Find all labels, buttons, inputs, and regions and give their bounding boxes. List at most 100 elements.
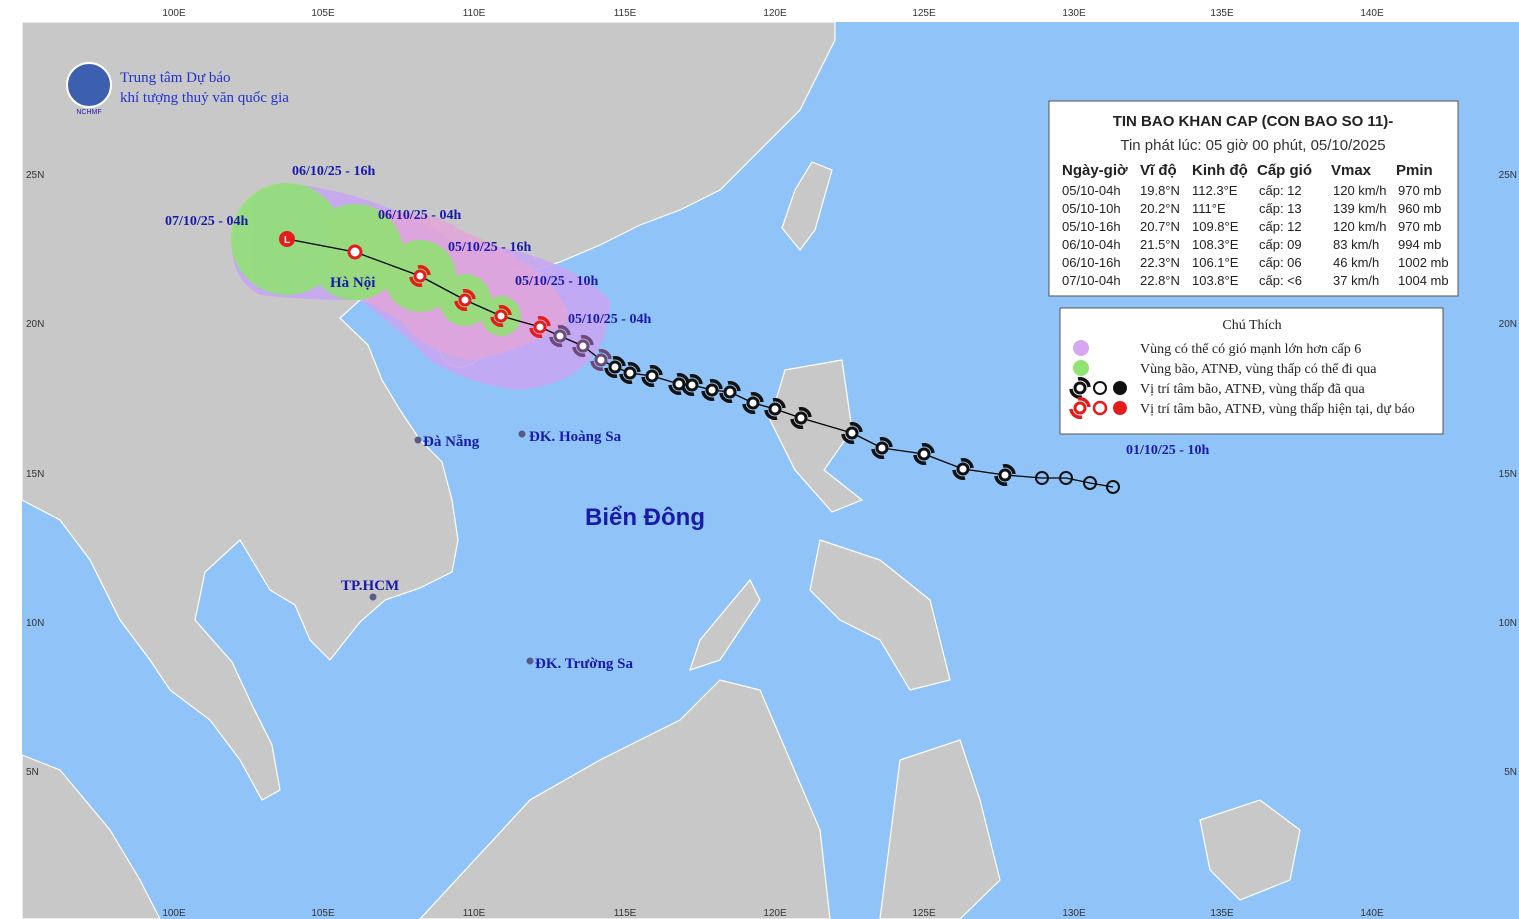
track-label: 01/10/25 - 10h	[1126, 443, 1209, 458]
low-mark: L	[284, 235, 290, 246]
table-cell: cấp: <6	[1259, 273, 1302, 288]
table-cell: cấp: 13	[1259, 201, 1302, 216]
storm-eye	[623, 366, 637, 380]
storm-eye	[533, 320, 547, 334]
storm-icon	[529, 316, 551, 338]
table-cell: 994 mb	[1398, 237, 1441, 252]
storm-arm	[604, 356, 626, 378]
storm-eye	[705, 383, 719, 397]
storm-eye	[594, 353, 608, 367]
legend-item: Vùng có thể có gió mạnh lớn hơn cấp 6	[1140, 342, 1361, 357]
column-header: Pmin	[1396, 162, 1433, 179]
storm-icon	[681, 374, 703, 396]
storm-eye	[1073, 381, 1087, 395]
table-cell: 06/10-04h	[1062, 237, 1121, 252]
storm-eye	[723, 385, 737, 399]
table-cell: 22.3°N	[1140, 255, 1180, 270]
storm-icon	[590, 349, 612, 371]
legend-circle	[1093, 381, 1107, 395]
lon-label: 120E	[763, 8, 787, 19]
table-cell: 05/10-10h	[1062, 201, 1121, 216]
lon-label: 115E	[614, 8, 637, 19]
storm-eye	[998, 468, 1012, 482]
storm-arm	[701, 379, 723, 401]
storm-arm	[871, 437, 893, 459]
place-dot	[414, 436, 422, 444]
storm-eye	[494, 309, 508, 323]
column-header: Vĩ độ	[1140, 162, 1177, 179]
storm-eye	[576, 339, 590, 353]
lat-label: 5N	[1504, 767, 1517, 778]
table-cell: 05/10-16h	[1062, 219, 1121, 234]
legend-title: Chú Thích	[1222, 318, 1281, 333]
storm-arm	[952, 458, 974, 480]
table-cell: 120 km/h	[1333, 183, 1386, 198]
storm-icon	[641, 365, 663, 387]
storm-arm	[549, 325, 571, 347]
low-center	[279, 231, 295, 247]
lon-label: 110E	[463, 8, 486, 19]
storm-icon	[952, 458, 974, 480]
table-cell: 960 mb	[1398, 201, 1441, 216]
storm-arm	[841, 422, 863, 444]
storm-icon	[764, 398, 786, 420]
storm-arm	[409, 265, 431, 287]
legend-swatch	[1073, 360, 1089, 376]
table-cell: 19.8°N	[1140, 183, 1180, 198]
storm-eye	[672, 377, 686, 391]
table-cell: 1002 mb	[1398, 255, 1449, 270]
legend-l	[1113, 401, 1127, 415]
storm-eye	[413, 269, 427, 283]
table-cell: 106.1°E	[1192, 255, 1239, 270]
lat-label: 20N	[1499, 319, 1517, 330]
storm-eye	[875, 441, 889, 455]
lat-label: 25N	[1499, 170, 1517, 181]
lon-label: 135E	[1210, 908, 1234, 919]
column-header: Ngày-giờ	[1062, 162, 1128, 179]
storm-arm	[641, 365, 663, 387]
table-cell: cấp: 12	[1259, 183, 1302, 198]
table-cell: 21.5°N	[1140, 237, 1180, 252]
lon-label: 105E	[311, 8, 335, 19]
lon-label: 105E	[311, 908, 335, 919]
table-cell: 111°E	[1192, 201, 1226, 216]
table-cell: 970 mb	[1398, 183, 1441, 198]
storm-arm	[913, 443, 935, 465]
storm-icon	[1069, 377, 1091, 399]
lat-label: 5N	[26, 767, 39, 778]
legend-icons	[1069, 377, 1127, 419]
bulletin-issued: Tin phát lúc: 05 giờ 00 phút, 05/10/2025	[1120, 137, 1385, 154]
place-label: Hà Nội	[330, 275, 375, 291]
table-cell: cấp: 06	[1259, 255, 1302, 270]
place-label: ĐK. Trường Sa	[535, 656, 634, 672]
storm-eye	[794, 411, 808, 425]
storm-eye	[553, 329, 567, 343]
legend-item: Vị trí tâm bão, ATNĐ, vùng thấp đã qua	[1140, 382, 1366, 397]
storm-arm	[742, 392, 764, 414]
place-dot	[526, 657, 534, 665]
lat-label: 10N	[1499, 618, 1517, 629]
place-dot	[369, 593, 377, 601]
storm-icon	[841, 422, 863, 444]
storm-icon	[668, 373, 690, 395]
logo	[66, 62, 112, 108]
storm-icon	[454, 289, 476, 311]
legend-circle	[1092, 400, 1108, 416]
lon-label: 115E	[614, 908, 637, 919]
place-label: TP.HCM	[341, 578, 399, 594]
storm-arm	[1069, 397, 1091, 419]
legend-item: Vùng bão, ATNĐ, vùng thấp có thể đi qua	[1140, 362, 1377, 377]
track-label: 05/10/25 - 10h	[515, 274, 598, 289]
storm-icon	[871, 437, 893, 459]
table-cell: 103.8°E	[1192, 273, 1239, 288]
lat-label: 25N	[26, 170, 44, 181]
forecast-center	[347, 244, 363, 260]
storm-icon	[604, 356, 626, 378]
past-center	[1035, 471, 1049, 485]
legend-l	[1113, 381, 1127, 395]
legend-item: Vị trí tâm bão, ATNĐ, vùng thấp hiện tại…	[1140, 402, 1415, 417]
table-cell: 112.3°E	[1192, 183, 1238, 198]
storm-icon	[619, 362, 641, 384]
storm-arm	[490, 305, 512, 327]
land	[21, 21, 1301, 919]
